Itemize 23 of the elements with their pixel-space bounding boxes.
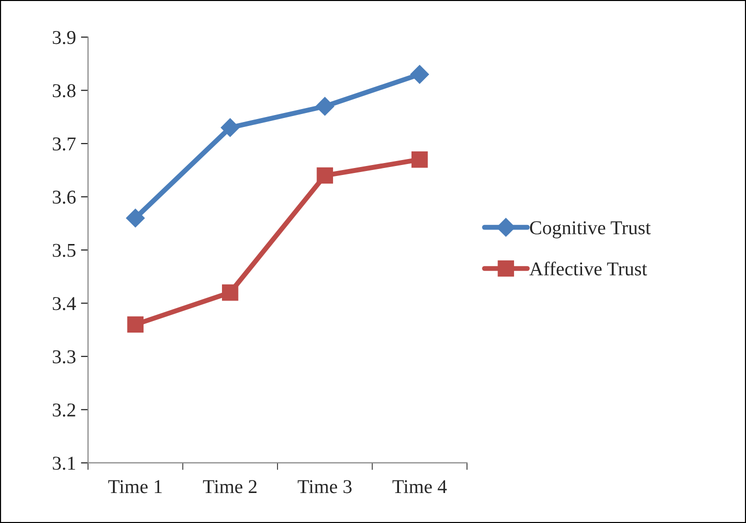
y-tick-label: 3.4 [52,297,76,310]
point [411,151,428,168]
y-tick-label: 3.8 [52,84,76,98]
y-tick-label: 3.3 [52,350,76,364]
point [220,118,240,137]
point [126,208,145,228]
point [222,284,238,301]
point [316,167,334,184]
y-tick-label: 3.9 [52,31,76,44]
legend-label: Affective Trust [529,262,648,276]
y-tick-label: 3.2 [52,404,76,417]
x-tick-label: Time 1 [108,480,162,494]
legend-label: Cognitive Trust [530,221,651,238]
y-tick-label: 3.7 [52,137,76,151]
point [316,96,334,116]
x-tick-label: Time 4 [392,480,447,494]
x-tick-label: Time 2 [203,480,257,494]
point [127,316,144,333]
point [410,65,429,84]
y-tick-label: 3.6 [52,190,76,204]
y-tick-label: 3.1 [52,456,76,470]
y-tick-label: 3.5 [52,244,76,258]
x-tick-label: Time 3 [298,480,352,494]
